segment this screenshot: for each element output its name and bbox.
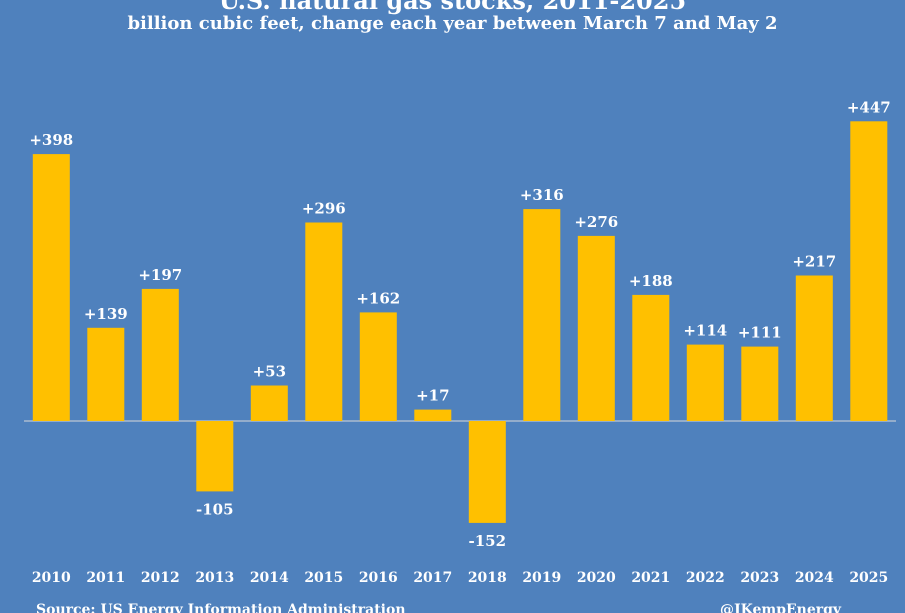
bar-2011 (87, 327, 125, 421)
bar-2017 (414, 409, 452, 421)
data-labels-group: +398 +139 +197 -105 +53 +296 +162 +17 -152 +316 +2… (29, 98, 890, 550)
bar-2023 (741, 346, 779, 421)
x-tick-label-2020: 2020 (577, 570, 616, 586)
x-tick-label-2011: 2011 (86, 570, 125, 586)
x-tick-label-2021: 2021 (631, 570, 670, 586)
x-tick-label-2022: 2022 (686, 570, 725, 586)
bar-2015 (305, 222, 343, 421)
bar-2016 (359, 312, 397, 421)
bars-group (32, 121, 888, 523)
data-label-2021: +188 (629, 272, 673, 290)
x-tick-label-2010: 2010 (32, 570, 71, 586)
data-label-2018: -152 (469, 532, 507, 550)
data-label-2017: +17 (416, 387, 449, 405)
x-tick-label-2024: 2024 (795, 570, 834, 586)
x-tick-label-2018: 2018 (468, 570, 507, 586)
x-tick-label-2019: 2019 (522, 570, 561, 586)
bar-2019 (523, 209, 561, 421)
bar-2020 (577, 235, 615, 421)
data-label-2012: +197 (138, 266, 182, 284)
data-label-2013: -105 (196, 500, 234, 518)
credit-note: @JKempEnergy (720, 602, 842, 613)
data-label-2025: +447 (847, 98, 891, 116)
bar-2024 (795, 275, 833, 421)
data-label-2011: +139 (84, 305, 128, 323)
data-label-2019: +316 (520, 186, 564, 204)
bar-2012 (141, 288, 179, 421)
data-label-2020: +276 (574, 213, 618, 231)
bar-2018 (468, 421, 506, 523)
x-tick-label-2017: 2017 (413, 570, 452, 586)
x-tick-label-2023: 2023 (740, 570, 779, 586)
source-note: Source: US Energy Information Administra… (36, 602, 406, 613)
data-label-2014: +53 (253, 363, 286, 381)
chart-title: U.S. natural gas stocks, 2011-2025 (218, 0, 687, 15)
data-label-2015: +296 (302, 200, 346, 218)
data-label-2023: +111 (738, 324, 782, 342)
x-tick-label-2025: 2025 (849, 570, 888, 586)
chart-subtitle: billion cubic feet, change each year bet… (127, 13, 778, 34)
bar-2010 (32, 154, 70, 421)
tick-labels-group: 2010 2011 2012 2013 2014 2015 2016 2017 2018 2019… (32, 570, 888, 586)
x-tick-label-2012: 2012 (141, 570, 180, 586)
x-tick-label-2013: 2013 (195, 570, 234, 586)
bar-2025 (850, 121, 888, 422)
data-label-2010: +398 (29, 131, 73, 149)
bar-2014 (250, 385, 288, 421)
x-tick-label-2015: 2015 (304, 570, 343, 586)
data-label-2022: +114 (683, 322, 727, 340)
bar-2021 (632, 294, 670, 421)
bar-2022 (686, 344, 724, 421)
bar-2013 (196, 421, 234, 492)
x-tick-label-2014: 2014 (250, 570, 289, 586)
data-label-2024: +217 (792, 253, 836, 271)
data-label-2016: +162 (356, 289, 400, 307)
x-tick-label-2016: 2016 (359, 570, 398, 586)
